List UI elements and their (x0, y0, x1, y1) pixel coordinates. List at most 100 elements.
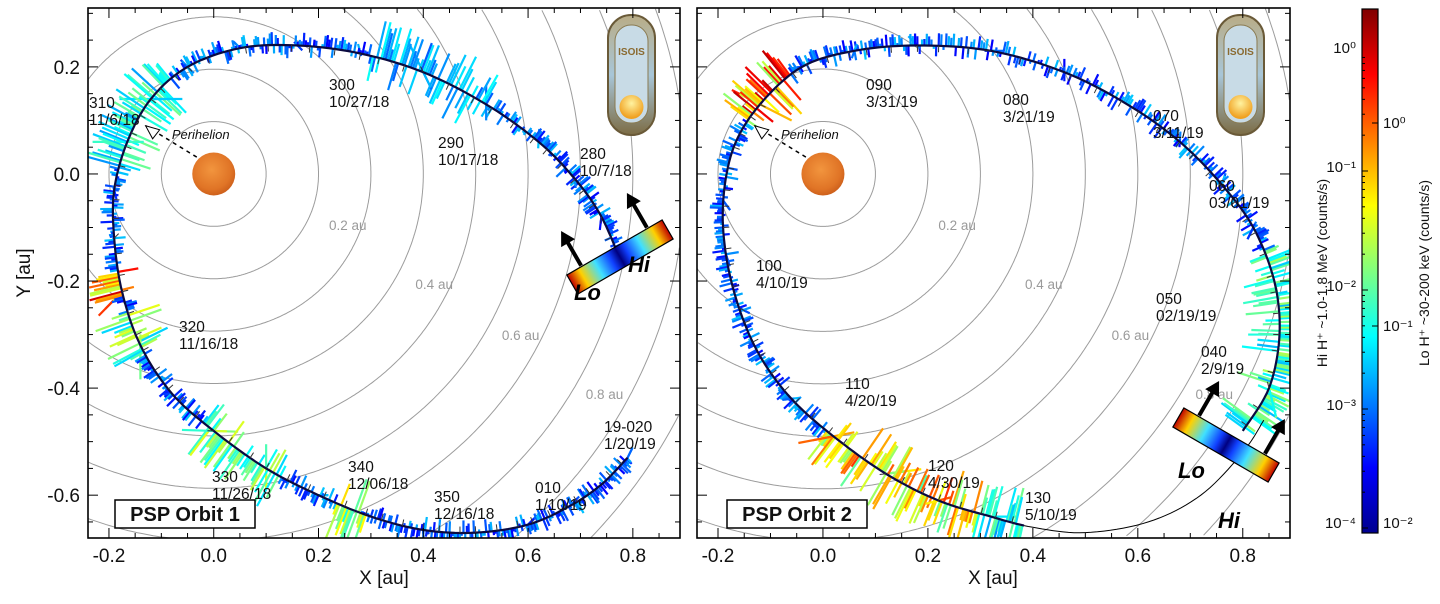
intensity-spike (1220, 402, 1249, 424)
intensity-spike (989, 39, 994, 52)
date-label: 02/19/19 (1156, 308, 1216, 325)
intensity-spike (797, 410, 806, 420)
intensity-spike (850, 455, 860, 468)
intensity-spike (872, 476, 893, 510)
intensity-spike (1278, 303, 1290, 308)
intensity-spike (716, 158, 730, 164)
intensity-spike (428, 79, 442, 104)
intensity-spike (481, 74, 499, 103)
intensity-spike (325, 34, 330, 49)
y-axis-title: Y [au] (14, 248, 35, 297)
intensity-spike (734, 84, 760, 107)
intensity-spike (724, 99, 751, 119)
day-of-year-label: 060 (1209, 178, 1235, 195)
intensity-spike (907, 466, 920, 488)
intensity-spike (593, 489, 600, 497)
intensity-spike (471, 100, 482, 115)
intensity-spike (294, 485, 301, 495)
intensity-spike (845, 431, 859, 448)
intensity-spike (1254, 279, 1275, 288)
intensity-spike (742, 315, 752, 321)
intensity-spike (731, 321, 745, 329)
intensity-spike (1240, 201, 1250, 210)
x-tick-label: 0.6 (515, 546, 541, 567)
intensity-spike (417, 529, 421, 537)
intensity-spike (793, 405, 800, 413)
day-tick (114, 184, 122, 187)
intensity-spike (763, 356, 775, 365)
intensity-spike (256, 36, 260, 46)
intensity-spike (413, 57, 420, 70)
intensity-spike (586, 185, 597, 195)
y-tick-label: 0.0 (54, 165, 80, 186)
intensity-spike (842, 453, 859, 475)
intensity-spike (804, 403, 815, 414)
intensity-spike (89, 287, 122, 297)
day-of-year-label: 300 (329, 77, 355, 94)
distance-ring (88, 16, 372, 332)
intensity-spike (893, 446, 914, 480)
intensity-spike (253, 39, 256, 47)
intensity-spike (1223, 402, 1250, 423)
day-of-year-label: 280 (580, 146, 606, 163)
intensity-spike (1279, 311, 1290, 315)
intensity-spike (983, 516, 992, 538)
intensity-spike (605, 220, 618, 228)
intensity-spike (1276, 357, 1290, 362)
intensity-spike (1259, 403, 1271, 412)
intensity-spike (88, 155, 120, 167)
intensity-spike (748, 353, 760, 362)
day-tick (1156, 125, 1161, 132)
lo-label: Lo (1178, 458, 1205, 483)
day-tick (725, 247, 732, 250)
day-tick (1270, 291, 1277, 294)
intensity-spike (1219, 188, 1227, 195)
intensity-spike (1012, 46, 1017, 56)
day-tick (759, 103, 766, 108)
intensity-spike (1213, 185, 1224, 195)
intensity-spike (382, 513, 387, 521)
day-tick (1266, 275, 1273, 278)
intensity-spike (390, 27, 403, 62)
intensity-spike (144, 348, 153, 355)
intensity-spike (387, 62, 398, 91)
intensity-spike (964, 36, 969, 48)
intensity-spike (739, 306, 752, 313)
intensity-spike (954, 46, 958, 57)
intensity-spike (1213, 167, 1224, 177)
intensity-spike (884, 480, 900, 505)
intensity-spike (584, 184, 594, 193)
intensity-spike (138, 95, 149, 104)
intensity-spike (977, 36, 982, 50)
distance-ring (770, 121, 876, 227)
intensity-spike (311, 493, 318, 505)
intensity-spike (121, 285, 135, 292)
intensity-spike (964, 510, 970, 523)
intensity-spike (384, 32, 394, 60)
intensity-spike (454, 94, 472, 124)
intensity-spike (489, 521, 493, 532)
intensity-spike (1267, 249, 1290, 261)
intensity-spike (1005, 487, 1017, 522)
date-label: 1/10/19 (535, 497, 587, 514)
intensity-spike (999, 520, 1007, 538)
intensity-spike (268, 452, 281, 472)
intensity-spike (158, 88, 170, 100)
intensity-spike (808, 51, 815, 62)
intensity-spike (1264, 395, 1276, 403)
intensity-spike (1148, 123, 1158, 135)
intensity-spike (1249, 254, 1267, 263)
date-label: 11/16/18 (179, 336, 238, 353)
intensity-spike (716, 237, 725, 241)
intensity-spike (992, 518, 1000, 536)
intensity-spike (1135, 98, 1145, 111)
intensity-spike (399, 28, 413, 65)
intensity-spike (511, 113, 518, 123)
intensity-spike (323, 35, 327, 48)
intensity-spike (609, 465, 617, 472)
intensity-spike (591, 490, 600, 501)
intensity-spike (142, 108, 162, 123)
